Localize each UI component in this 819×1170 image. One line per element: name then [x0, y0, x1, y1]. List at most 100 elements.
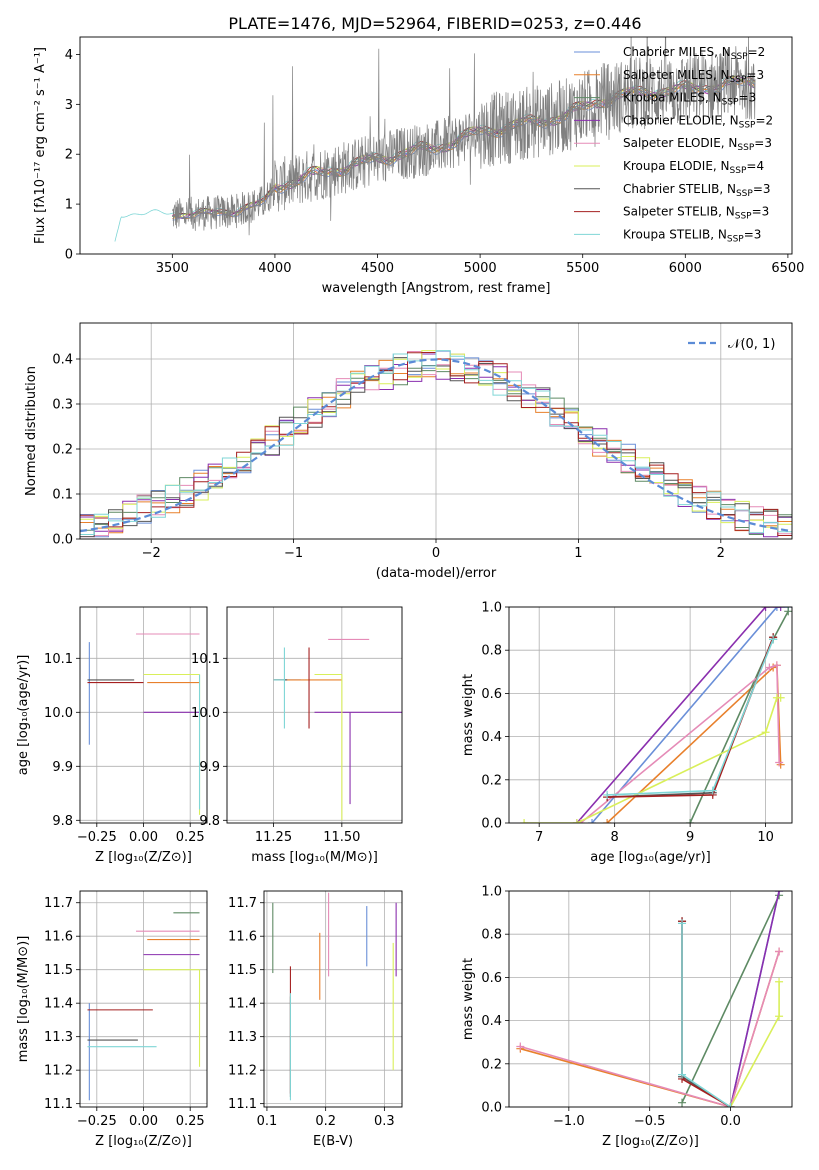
residual-histogram-panel: −2 −1 0 1 2 0.0 0.1 0.2 0.3 0.4 (data-model)/error…: [24, 322, 793, 581]
axes-frame: [508, 606, 793, 824]
x-tick-label: 5000: [464, 261, 497, 276]
plot-area: [114, 37, 756, 242]
axes-frame: [226, 606, 403, 824]
x-tick-label: 7: [535, 830, 543, 845]
y-tick-label: 0.8: [481, 644, 502, 659]
y-tick-label: 0.2: [481, 1057, 502, 1072]
mass-weight-marker: [678, 1098, 687, 1107]
x-tick-label: 0.25: [176, 830, 205, 845]
mass-weight-line: [681, 894, 780, 1104]
y-tick-label: 11.1: [228, 1097, 257, 1112]
mass-weight-marker: [775, 1012, 784, 1021]
mass-vs-extinction-panel: 0.1 0.2 0.3 11.1 11.2 11.3 11.4 11.5 11.6 11.7 E(B…: [228, 890, 403, 1149]
mass-weight-marker: [708, 786, 717, 795]
x-tick-label: 0.0: [720, 1114, 741, 1129]
mass-weight-marker: [516, 1042, 525, 1051]
mass-weight-marker: [769, 635, 778, 644]
x-tick-label: 0.00: [129, 1114, 158, 1129]
y-tick-label: 0: [65, 248, 73, 263]
x-tick-label: 9: [686, 830, 694, 845]
axes: 7 8 9 10 0.0 0.2 0.4 0.6 0.8 1.0 age [log₁₀(age/yr…: [461, 601, 793, 865]
mass-weight-marker: [588, 819, 597, 823]
y-tick-label: 11.6: [44, 930, 73, 945]
y-tick-label: 3: [65, 98, 73, 113]
mass-weight-marker: [772, 607, 781, 611]
y-tick-label: 2: [65, 148, 73, 163]
legend-entry: 𝒩(0, 1): [728, 337, 775, 352]
mass-weight-marker: [603, 819, 612, 823]
histogram-series: [80, 350, 792, 539]
legend-entry: Chabrier STELIB, NSSP=3: [623, 182, 771, 199]
axes: −0.25 0.00 0.25 9.8 9.9 10.0 10.1 Z [log₁₀(Z/Z⊙…: [16, 606, 208, 865]
mass-weight-line: [729, 891, 780, 1107]
y-tick-label: 9.9: [52, 760, 73, 775]
mass-weight-marker: [776, 760, 785, 769]
age-vs-metallicity-panel: −0.25 0.00 0.25 9.8 9.9 10.0 10.1 Z [log₁₀(Z/Z⊙…: [16, 606, 208, 865]
legend-entry: Kroupa MILES, NSSP=3: [623, 91, 756, 108]
x-axis-label: wavelength [Angstrom, rest frame]: [322, 281, 551, 296]
spectrum-title: PLATE=1476, MJD=52964, FIBERID=0253, z=0…: [228, 14, 641, 33]
y-tick-label: 10.0: [44, 706, 73, 721]
mass-weight-marker: [784, 607, 792, 616]
y-tick-label: 11.2: [44, 1064, 73, 1079]
y-tick-label: 1.0: [481, 601, 502, 616]
x-tick-label: 4500: [361, 261, 394, 276]
x-tick-label: 5500: [566, 261, 599, 276]
plot-area: [273, 638, 402, 821]
y-tick-label: 11.6: [228, 930, 257, 945]
mass-weight-marker: [776, 693, 785, 702]
y-tick-label: 11.4: [228, 997, 257, 1012]
x-tick-label: −2: [142, 546, 161, 561]
y-tick-label: 11.5: [44, 963, 73, 978]
y-tick-label: 0.2: [481, 773, 502, 788]
y-axis-label: Normed distribution: [24, 366, 39, 496]
x-tick-label: 11.25: [255, 830, 292, 845]
x-tick-label: −1.0: [553, 1114, 585, 1129]
mass-vs-metallicity-panel: −0.25 0.00 0.25 11.1 11.2 11.3 11.4 11.5 11.6 11.…: [16, 890, 208, 1149]
grid: [509, 890, 792, 1108]
axes-frame: [263, 890, 403, 1108]
plot-area: [516, 891, 784, 1107]
x-tick-label: 1: [574, 546, 582, 561]
grid: [80, 891, 207, 1107]
x-tick-label: 0.00: [129, 830, 158, 845]
mass-weight-marker: [775, 891, 784, 895]
y-tick-label: 0.0: [481, 817, 502, 832]
axes-frame: [79, 36, 793, 255]
mass-weight-marker: [678, 919, 687, 928]
y-axis-label: mass weight: [461, 958, 476, 1040]
axes: −0.25 0.00 0.25 11.1 11.2 11.3 11.4 11.5 11.6 11.…: [16, 890, 208, 1149]
mass-weight-marker: [726, 1103, 735, 1107]
x-tick-label: 0.2: [315, 1114, 336, 1129]
mass-weight-marker: [776, 607, 785, 611]
legend-entry: Chabrier ELODIE, NSSP=2: [623, 113, 773, 130]
axes: 3500 4000 4500 5000 5500 6000 6500 0 1 2 3 4 wavelen…: [33, 36, 804, 296]
mass-weight-marker: [772, 661, 781, 670]
x-tick-label: −0.5: [634, 1114, 666, 1129]
y-tick-label: 1.0: [481, 885, 502, 900]
grid: [227, 607, 402, 823]
x-tick-label: −0.25: [77, 1114, 117, 1129]
y-tick-label: 11.5: [228, 963, 257, 978]
y-axis-label: Flux [fλ10⁻¹⁷ erg cm⁻² s⁻¹ A⁻¹]: [33, 47, 48, 244]
legend-entry: Salpeter STELIB, NSSP=3: [623, 205, 769, 222]
mass-weight-vs-metallicity-panel: −1.0 −0.5 0.0 0.0 0.2 0.4 0.6 0.8 1.0 Z [log₁₀(Z/…: [461, 885, 793, 1149]
x-tick-label: −1: [284, 546, 303, 561]
y-axis-label: mass weight: [461, 674, 476, 756]
mass-weight-line: [576, 607, 781, 823]
mass-weight-marker: [572, 819, 581, 823]
mass-weight-vs-age-panel: 7 8 9 10 0.0 0.2 0.4 0.6 0.8 1.0 age [log₁₀(age/yr…: [461, 601, 793, 865]
mass-weight-marker: [686, 819, 695, 823]
age-vs-mass-panel: 11.25 11.50 9.8 9.9 10.0 10.1 mass [log₁₀(M/M⊙…: [191, 606, 403, 865]
legend-entry: Kroupa STELIB, NSSP=3: [623, 227, 761, 244]
y-tick-label: 11.3: [228, 1030, 257, 1045]
legend-entry: Salpeter MILES, NSSP=3: [623, 68, 764, 85]
observed-spectrum-line: [171, 37, 756, 236]
mass-weight-line: [580, 664, 780, 823]
y-tick-label: 0.4: [481, 730, 502, 745]
axes: 0.1 0.2 0.3 11.1 11.2 11.3 11.4 11.5 11.6 11.7 E(B…: [228, 890, 403, 1149]
x-tick-label: 0: [432, 546, 440, 561]
y-tick-label: 0.4: [52, 353, 73, 368]
y-tick-label: 10.0: [191, 706, 220, 721]
